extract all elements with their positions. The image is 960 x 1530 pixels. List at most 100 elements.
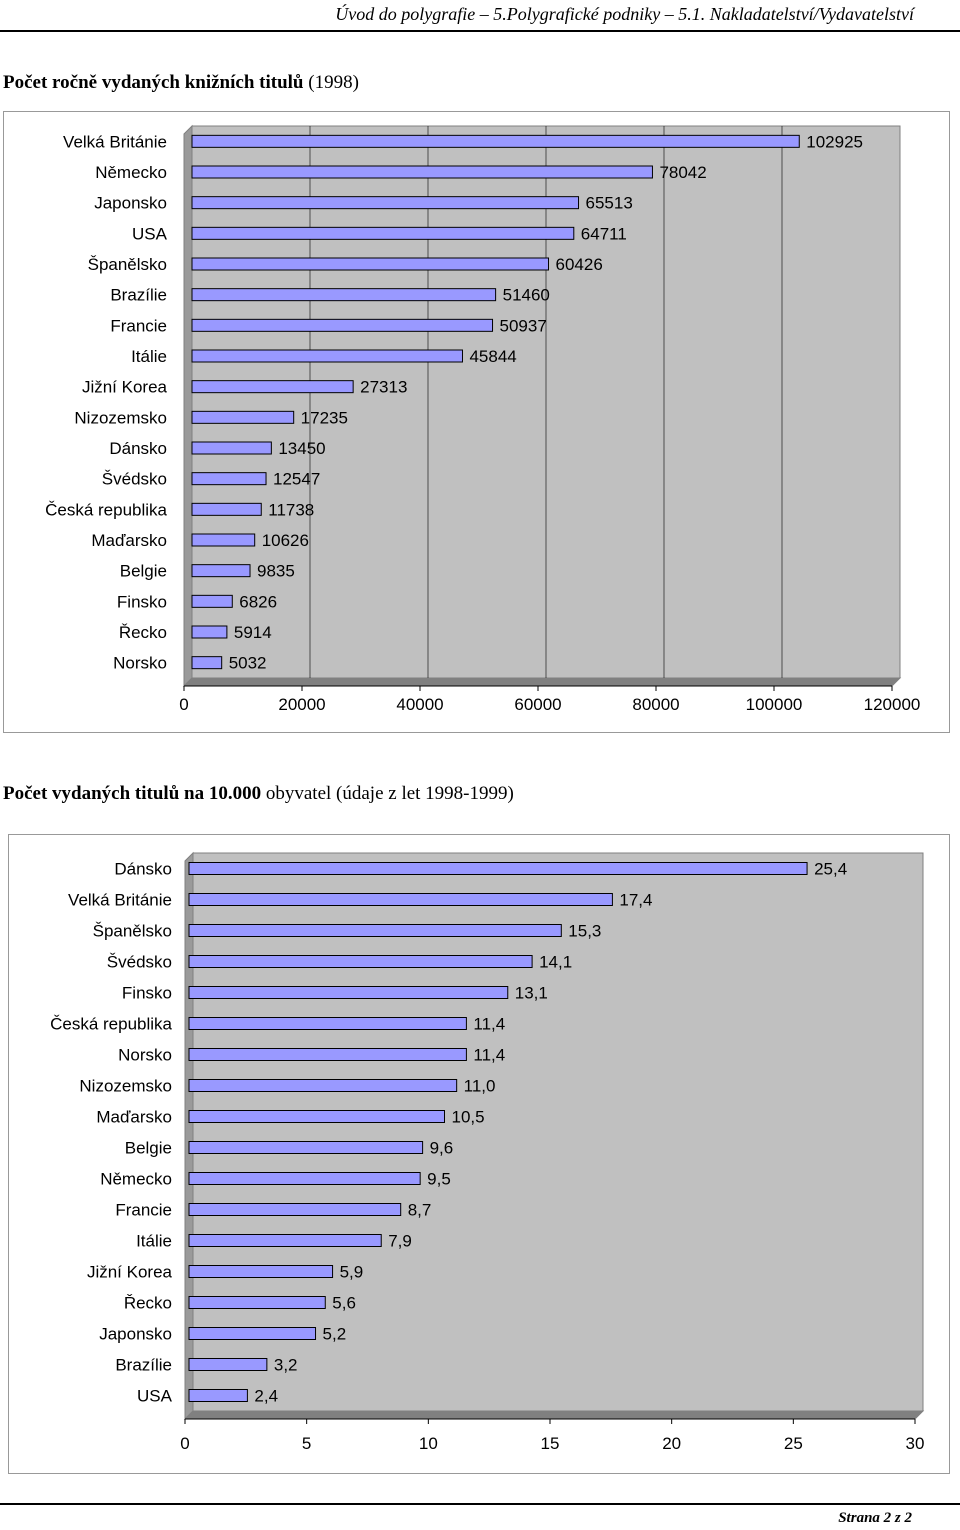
chart2-value-label: 10,5 — [452, 1108, 485, 1127]
chart1-value-label: 102925 — [806, 132, 863, 151]
chart2-value-label: 5,6 — [332, 1294, 356, 1313]
chart1-category-label: Maďarsko — [91, 531, 167, 550]
chart1-value-label: 9835 — [257, 562, 295, 581]
chart1-bar — [191, 472, 267, 486]
chart1-bar — [191, 410, 295, 424]
chart2-bar — [188, 986, 509, 999]
chart1-x-tick-label: 60000 — [514, 695, 561, 714]
chart1-value-label: 10626 — [262, 531, 309, 550]
chart2-category-label: Jižní Korea — [87, 1263, 173, 1282]
chart2-category-label: Nizozemsko — [79, 1077, 172, 1096]
chart1-bar — [191, 349, 463, 363]
chart2-category-label: Finsko — [122, 984, 172, 1003]
chart2-value-label: 13,1 — [515, 984, 548, 1003]
chart1-value-label: 5914 — [234, 623, 272, 642]
chart2-x-tick-label: 5 — [302, 1434, 311, 1453]
chart1-bar — [191, 380, 354, 394]
chart1-value-label: 27313 — [360, 378, 407, 397]
chart1-bar — [191, 196, 580, 210]
chart2-bar — [188, 1234, 382, 1247]
chart1-category-label: Japonsko — [94, 194, 167, 213]
chart2-category-label: USA — [137, 1387, 173, 1406]
chart1-value-label: 12547 — [273, 470, 320, 489]
chart2-category-label: Česká republika — [50, 1015, 172, 1034]
chart1-value-label: 78042 — [659, 163, 706, 182]
chart1-title-rest: (1998) — [303, 72, 359, 93]
chart1-category-label: Nizozemsko — [74, 408, 167, 427]
chart2-bar — [188, 1141, 424, 1154]
chart2-bar — [188, 862, 808, 875]
chart1-svg: 0 20000 40000 60000 80000 100000 120000 Velká B… — [45, 124, 920, 714]
chart2-value-label: 11,4 — [473, 1015, 505, 1034]
chart1-frame: 0 20000 40000 60000 80000 100000 120000 Velká B… — [3, 111, 950, 733]
chart1-bar — [191, 533, 256, 547]
chart2-bar — [188, 1327, 317, 1340]
chart2-bar — [188, 1048, 467, 1061]
chart2-value-label: 14,1 — [539, 953, 572, 972]
chart2-value-label: 3,2 — [274, 1356, 298, 1375]
chart1-value-label: 64711 — [581, 224, 627, 243]
chart1-value-label: 45844 — [469, 347, 516, 366]
header-text: Úvod do polygrafie – 5.Polygrafické podn… — [335, 4, 914, 24]
chart2-floor — [183, 1410, 925, 1420]
chart2-x-tick-label: 30 — [906, 1434, 925, 1453]
chart1-x-tick-label: 40000 — [396, 695, 443, 714]
chart1-bar — [191, 625, 228, 639]
chart1-category-label: Francie — [110, 316, 167, 335]
chart1-bar — [191, 564, 251, 578]
chart2-bar — [188, 955, 533, 968]
chart2-category-label: Španělsko — [93, 922, 172, 941]
chart2-bar — [188, 1017, 467, 1030]
chart2-category-label: Švédsko — [107, 953, 172, 972]
chart2-category-label: Německo — [100, 1170, 172, 1189]
chart2-category-label: Brazílie — [115, 1356, 172, 1375]
chart2-value-label: 9,5 — [427, 1170, 451, 1189]
chart2-x-tick-label: 20 — [662, 1434, 681, 1453]
chart2-category-label: Belgie — [125, 1139, 172, 1158]
chart1-category-label: Jižní Korea — [82, 378, 168, 397]
page-header: Úvod do polygrafie – 5.Polygrafické podn… — [0, 0, 960, 32]
chart2-category-label: Dánsko — [114, 860, 172, 879]
chart2-bar — [188, 1358, 268, 1371]
chart1-bar — [191, 318, 494, 332]
chart1-value-label: 5032 — [229, 654, 267, 673]
chart1-category-label: Belgie — [120, 562, 167, 581]
chart2-x-tick-label: 15 — [541, 1434, 560, 1453]
chart1-side-wall — [183, 124, 193, 688]
chart2-value-label: 11,0 — [464, 1077, 496, 1096]
chart2-bar — [188, 1265, 334, 1278]
chart2-value-label: 25,4 — [814, 860, 847, 879]
chart1-bar — [191, 257, 550, 271]
chart1-title-bold: Počet ročně vydaných knižních titulů — [3, 72, 304, 93]
chart2-bar — [188, 1172, 421, 1185]
chart2-bar — [188, 1203, 402, 1216]
chart2-bar — [188, 924, 562, 937]
chart1-value-label: 51460 — [503, 286, 550, 305]
chart2-category-label: Norsko — [118, 1046, 172, 1065]
chart2-value-label: 7,9 — [388, 1232, 412, 1251]
chart2-value-label: 11,4 — [473, 1046, 505, 1065]
chart1-x-tick-label: 20000 — [278, 695, 325, 714]
chart1-category-label: Švédsko — [102, 470, 167, 489]
chart1-value-label: 60426 — [556, 255, 603, 274]
chart1-x-tick-label: 100000 — [746, 695, 803, 714]
chart1-bar — [191, 502, 262, 516]
chart1-value-label: 17235 — [301, 408, 348, 427]
chart1-value-label: 6826 — [239, 592, 277, 611]
chart2-category-label: Francie — [115, 1201, 172, 1220]
chart1-category-label: Brazílie — [110, 286, 167, 305]
chart2-value-label: 9,6 — [430, 1139, 454, 1158]
chart1-value-label: 50937 — [500, 316, 547, 335]
chart2-title: Počet vydaných titulů na 10.000 obyvatel… — [3, 783, 514, 805]
chart2-category-label: Maďarsko — [96, 1108, 172, 1127]
chart1-category-label: Itálie — [131, 347, 167, 366]
chart1-bar — [191, 441, 272, 455]
footer-rule — [0, 1503, 960, 1505]
header-rule — [0, 30, 960, 32]
chart2-svg: 0 5 10 15 20 25 30 Dánsko 25,4 Velká Británie 17,4… — [50, 851, 925, 1453]
chart1-bar — [191, 656, 223, 670]
chart2-bar — [188, 1110, 445, 1123]
chart2-category-label: Řecko — [124, 1294, 172, 1313]
chart2-category-label: Itálie — [136, 1232, 172, 1251]
chart1-category-label: Česká republika — [45, 500, 167, 519]
